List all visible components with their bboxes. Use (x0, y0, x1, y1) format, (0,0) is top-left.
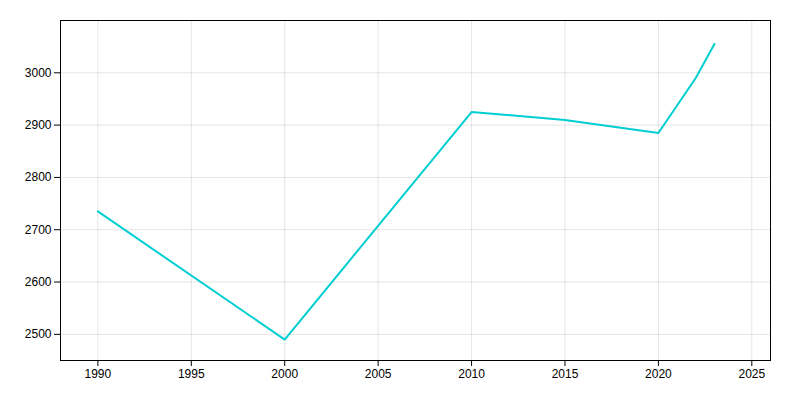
svg-text:2500: 2500 (25, 327, 52, 341)
svg-text:2020: 2020 (645, 367, 672, 381)
svg-text:1990: 1990 (85, 367, 112, 381)
svg-text:2005: 2005 (365, 367, 392, 381)
svg-text:2025: 2025 (738, 367, 765, 381)
svg-text:2600: 2600 (25, 275, 52, 289)
svg-text:2000: 2000 (271, 367, 298, 381)
svg-text:2010: 2010 (458, 367, 485, 381)
svg-text:1995: 1995 (178, 367, 205, 381)
svg-text:2800: 2800 (25, 170, 52, 184)
svg-text:2900: 2900 (25, 118, 52, 132)
svg-text:2700: 2700 (25, 223, 52, 237)
svg-text:2015: 2015 (552, 367, 579, 381)
svg-text:3000: 3000 (25, 66, 52, 80)
